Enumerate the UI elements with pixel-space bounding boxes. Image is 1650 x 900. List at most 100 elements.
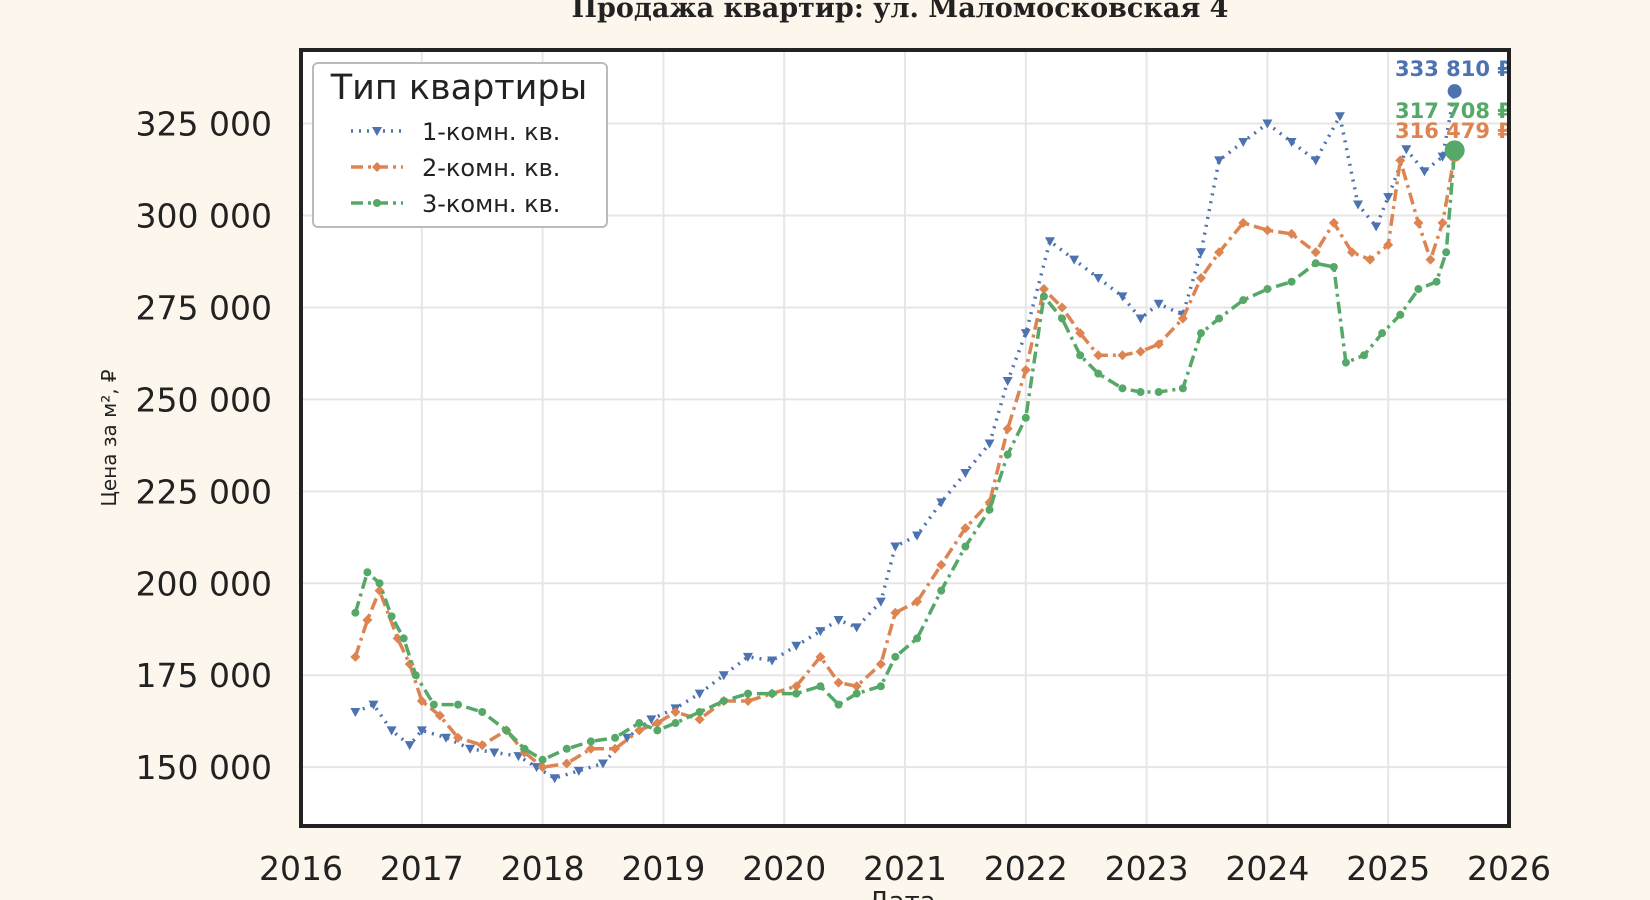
data-point — [1287, 277, 1296, 286]
data-point — [1413, 217, 1424, 228]
data-point — [411, 671, 420, 680]
data-point — [1383, 239, 1394, 250]
data-point — [742, 695, 753, 706]
data-point — [1311, 259, 1320, 268]
data-point — [1360, 351, 1369, 360]
data-point — [851, 681, 862, 692]
data-point — [368, 700, 379, 710]
data-point — [1353, 200, 1363, 210]
y-axis-label: Цена за м², ₽ — [97, 369, 121, 507]
legend-marker — [372, 162, 382, 172]
data-point — [573, 766, 584, 776]
data-point — [453, 732, 464, 743]
data-point — [635, 719, 644, 728]
data-point — [434, 710, 445, 721]
data-point — [429, 700, 438, 709]
data-point — [1334, 112, 1345, 122]
data-point — [1341, 358, 1350, 367]
data-point — [399, 634, 408, 643]
data-point — [1214, 247, 1225, 258]
data-point — [1153, 339, 1164, 350]
x-tick-label: 2025 — [1346, 849, 1430, 888]
data-point — [1310, 156, 1321, 166]
data-point — [1442, 248, 1451, 257]
data-point — [1346, 247, 1357, 258]
y-tick-label: 150 000 — [136, 748, 272, 787]
data-point — [520, 744, 529, 753]
data-point — [875, 659, 886, 670]
data-point — [392, 633, 403, 644]
data-point — [513, 752, 524, 762]
data-point — [416, 695, 427, 706]
legend: Тип квартиры 1-комн. кв. 2-комн. кв. 3-ком… — [312, 62, 608, 228]
data-point — [586, 737, 595, 746]
legend-marker — [373, 199, 381, 207]
x-tick-label: 2026 — [1467, 849, 1551, 888]
data-point — [890, 607, 901, 618]
data-point — [815, 651, 826, 662]
x-tick-labels: 2016 2017 2018 2019 2020 2021 2022 2023 2024 2025… — [259, 849, 1551, 888]
x-tick-label: 2016 — [259, 849, 343, 888]
data-point — [1365, 254, 1376, 265]
data-point — [890, 542, 901, 552]
data-point — [985, 505, 994, 514]
endpoint-label: 333 810 ₽ — [1395, 57, 1512, 81]
y-tick-label: 300 000 — [136, 196, 272, 235]
data-point — [1437, 217, 1448, 228]
endpoint-label: 316 479 ₽ — [1395, 119, 1512, 143]
data-point — [1020, 329, 1031, 339]
data-point — [585, 743, 596, 754]
data-point — [1215, 314, 1224, 323]
data-point — [1419, 167, 1430, 177]
legend-box — [312, 62, 608, 228]
data-point — [1263, 285, 1272, 294]
data-point — [767, 656, 778, 666]
y-tick-label: 175 000 — [136, 656, 272, 695]
endpoint-marker — [1444, 140, 1465, 161]
data-point — [1093, 274, 1104, 284]
data-point — [1135, 314, 1146, 324]
data-point — [834, 700, 843, 709]
data-point — [1177, 313, 1188, 324]
data-point — [1396, 310, 1405, 319]
data-point — [1094, 369, 1103, 378]
data-point — [694, 689, 705, 699]
data-point — [350, 651, 361, 662]
legend-label: 3-комн. кв. — [422, 190, 560, 218]
data-point — [1154, 388, 1163, 397]
data-point — [350, 707, 361, 717]
data-point — [936, 498, 947, 508]
data-point — [1136, 388, 1145, 397]
data-point — [670, 706, 681, 717]
data-point — [791, 641, 802, 651]
data-point — [375, 579, 384, 588]
data-point — [653, 726, 662, 735]
y-tick-label: 250 000 — [136, 380, 272, 419]
data-point — [351, 608, 360, 617]
data-point — [1286, 228, 1297, 239]
data-point — [913, 634, 922, 643]
data-point — [1286, 137, 1297, 147]
data-point — [960, 468, 971, 478]
data-point — [694, 714, 705, 725]
data-point — [1195, 273, 1206, 284]
x-tick-label: 2024 — [1225, 849, 1309, 888]
data-point — [816, 682, 825, 691]
data-point — [875, 597, 886, 607]
data-point — [768, 689, 777, 698]
data-point — [1178, 384, 1187, 393]
x-axis-label: Дата — [868, 887, 935, 900]
plot-frame — [299, 48, 1511, 828]
data-point — [1195, 248, 1206, 258]
data-point — [387, 612, 396, 621]
data-point — [1239, 296, 1248, 305]
data-point — [386, 726, 397, 736]
data-point — [792, 689, 801, 698]
legend-item: 1-комн. кв. — [351, 118, 560, 146]
data-point — [891, 652, 900, 661]
series-line — [353, 150, 1457, 762]
data-point — [1437, 152, 1448, 162]
data-point — [1058, 314, 1067, 323]
series-line — [354, 90, 1457, 780]
